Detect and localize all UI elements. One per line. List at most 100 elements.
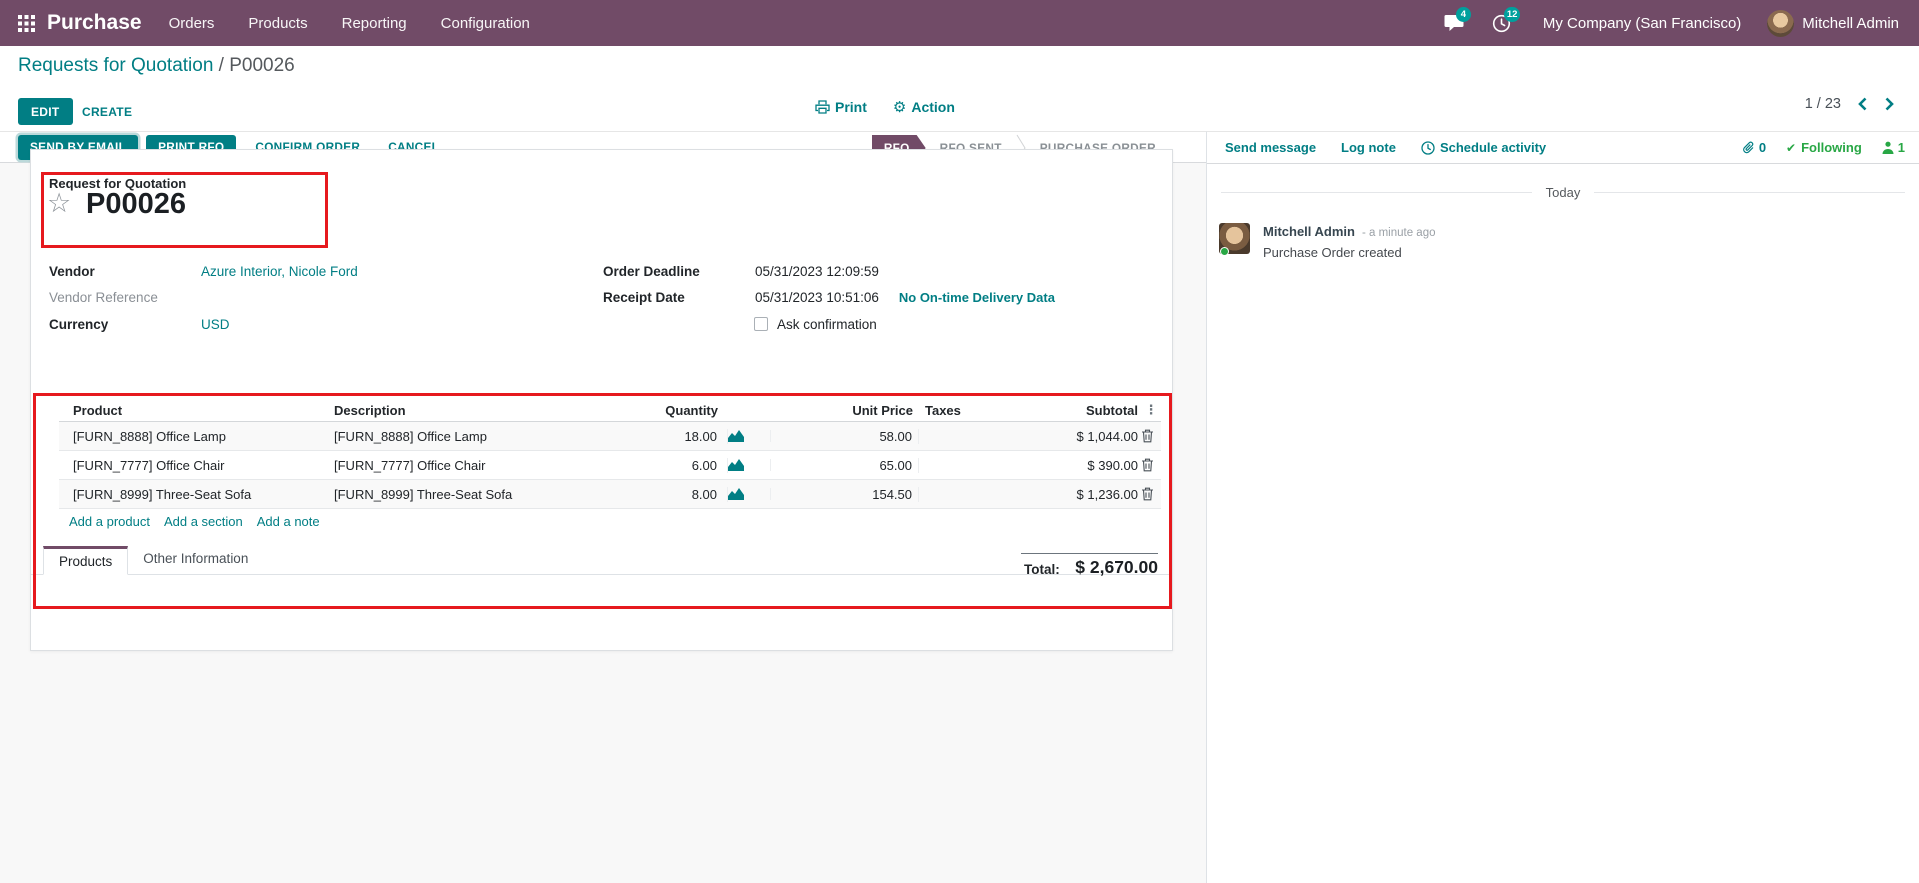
systray: 4 12 My Company (San Francisco) Mitchell…	[1430, 6, 1903, 37]
pager-previous-icon[interactable]	[1857, 97, 1868, 111]
printer-icon	[815, 100, 830, 114]
header-description[interactable]: Description	[334, 402, 406, 418]
pager-next-icon[interactable]	[1884, 97, 1895, 111]
form-sheet: Request for Quotation ☆ P00026 Vendor Az…	[30, 149, 1173, 651]
delete-row-icon[interactable]	[1141, 429, 1161, 443]
nav-menu-orders[interactable]: Orders	[168, 14, 215, 32]
favorite-star-icon[interactable]: ☆	[47, 188, 72, 218]
company-switcher[interactable]: My Company (San Francisco)	[1542, 14, 1742, 32]
chatter-toolbar-right: 0 ✔ Following 1	[1742, 140, 1905, 155]
header-product[interactable]: Product	[73, 402, 123, 418]
field-order-deadline: Order Deadline 05/31/2023 12:09:59	[603, 260, 1163, 282]
messages-badge: 4	[1455, 7, 1471, 22]
breadcrumb-current: / P00026	[218, 55, 295, 76]
cell-product[interactable]: [FURN_8888] Office Lamp	[73, 428, 226, 444]
edit-button[interactable]: EDIT	[18, 98, 73, 125]
notebook-tabs: Products Other Information	[31, 546, 1172, 575]
cell-description[interactable]: [FURN_8999] Three-Seat Sofa	[334, 486, 513, 502]
user-avatar[interactable]	[1767, 9, 1795, 37]
online-presence-dot	[1220, 247, 1229, 256]
header-quantity[interactable]: Quantity	[665, 402, 718, 418]
total-label: Total:	[1024, 562, 1060, 577]
print-menu[interactable]: Print	[815, 99, 867, 115]
paperclip-icon	[1742, 141, 1754, 153]
cell-unit-price[interactable]: 58.00	[771, 428, 919, 444]
chatter-panel: Send message Log note Schedule activity …	[1206, 131, 1919, 883]
optional-columns-icon[interactable]: ⋮	[1144, 402, 1158, 417]
forecast-chart-icon[interactable]	[728, 430, 771, 442]
table-row[interactable]: [FURN_7777] Office Chair [FURN_7777] Off…	[59, 451, 1161, 480]
add-note-link[interactable]: Add a note	[256, 514, 320, 529]
tab-other-information[interactable]: Other Information	[143, 551, 249, 566]
create-button[interactable]: CREATE	[76, 98, 138, 125]
followers-button[interactable]: 1	[1882, 140, 1905, 155]
record-pager: 1 / 23	[1805, 96, 1895, 112]
forecast-chart-icon[interactable]	[728, 459, 771, 471]
forecast-chart-icon[interactable]	[728, 488, 771, 500]
nav-menu-configuration[interactable]: Configuration	[440, 14, 530, 32]
receipt-date-label: Receipt Date	[603, 289, 685, 305]
header-subtotal[interactable]: Subtotal	[1086, 402, 1138, 418]
field-vendor: Vendor Azure Interior, Nicole Ford	[49, 260, 519, 282]
pager-counter: 1 / 23	[1804, 96, 1841, 112]
cell-product[interactable]: [FURN_8999] Three-Seat Sofa	[73, 486, 252, 502]
ask-confirmation-checkbox[interactable]	[754, 317, 768, 331]
delete-row-icon[interactable]	[1141, 458, 1161, 472]
table-header-row: Product Description Quantity Unit Price …	[59, 399, 1161, 422]
cell-unit-price[interactable]: 154.50	[771, 486, 919, 502]
nav-menu-products[interactable]: Products	[248, 14, 308, 32]
message-author[interactable]: Mitchell Admin	[1263, 224, 1355, 239]
cell-quantity[interactable]: 6.00	[611, 457, 728, 473]
on-time-delivery-link[interactable]: No On-time Delivery Data	[898, 289, 1055, 305]
message-header: Mitchell Admin - a minute ago	[1263, 224, 1435, 239]
add-product-link[interactable]: Add a product	[69, 514, 150, 529]
cell-quantity[interactable]: 8.00	[611, 486, 728, 502]
delete-row-icon[interactable]	[1141, 487, 1161, 501]
control-panel: Requests for Quotation / P00026 EDIT CRE…	[0, 46, 1919, 131]
form-pane: SEND BY EMAIL PRINT RFQ CONFIRM ORDER CA…	[0, 131, 1206, 883]
cell-unit-price[interactable]: 65.00	[771, 457, 919, 473]
clock-icon	[1421, 140, 1435, 155]
currency-value-link[interactable]: USD	[201, 316, 230, 332]
breadcrumb-parent-link[interactable]: Requests for Quotation	[18, 55, 214, 76]
gear-icon: ⚙	[892, 98, 907, 116]
message-timestamp: - a minute ago	[1361, 227, 1436, 239]
order-deadline-value: 05/31/2023 12:09:59	[755, 263, 879, 279]
message-body: Purchase Order created	[1263, 245, 1402, 260]
date-divider: Today	[1221, 185, 1906, 200]
apps-grid-icon[interactable]	[18, 14, 35, 32]
chatter-toolbar: Send message Log note Schedule activity …	[1207, 132, 1919, 164]
schedule-activity-button[interactable]: Schedule activity	[1421, 140, 1546, 155]
document-name: P00026	[86, 188, 186, 220]
send-message-button[interactable]: Send message	[1225, 140, 1317, 155]
attachments-button[interactable]: 0	[1742, 140, 1766, 155]
header-taxes[interactable]: Taxes	[925, 402, 961, 418]
total-value: $ 2,670.00	[1075, 557, 1158, 577]
activities-clock-icon[interactable]: 12	[1492, 6, 1521, 33]
table-row[interactable]: [FURN_8888] Office Lamp [FURN_8888] Offi…	[59, 422, 1161, 451]
cell-quantity[interactable]: 18.00	[611, 428, 728, 444]
table-row[interactable]: [FURN_8999] Three-Seat Sofa [FURN_8999] …	[59, 480, 1161, 509]
date-divider-label: Today	[1545, 185, 1581, 200]
nav-menu-reporting[interactable]: Reporting	[341, 14, 407, 32]
breadcrumb: Requests for Quotation / P00026	[18, 55, 295, 77]
cell-description[interactable]: [FURN_7777] Office Chair	[334, 457, 486, 473]
cell-description[interactable]: [FURN_8888] Office Lamp	[334, 428, 487, 444]
app-brand[interactable]: Purchase	[47, 11, 142, 34]
vendor-value-link[interactable]: Azure Interior, Nicole Ford	[201, 263, 358, 279]
cell-subtotal: $ 1,044.00	[1076, 428, 1138, 444]
user-menu[interactable]: Mitchell Admin	[1802, 14, 1899, 32]
field-vendor-reference: Vendor Reference	[49, 286, 519, 308]
total-divider	[1021, 553, 1158, 554]
check-icon: ✔	[1786, 140, 1797, 155]
activities-badge: 12	[1503, 6, 1521, 22]
following-button[interactable]: ✔ Following	[1786, 140, 1862, 155]
action-menu[interactable]: ⚙ Action	[892, 98, 955, 116]
log-note-button[interactable]: Log note	[1341, 140, 1396, 155]
cell-product[interactable]: [FURN_7777] Office Chair	[73, 457, 225, 473]
add-section-link[interactable]: Add a section	[163, 514, 243, 529]
header-unit-price[interactable]: Unit Price	[852, 402, 913, 418]
tab-products[interactable]: Products	[43, 546, 129, 575]
form-actions: Print ⚙ Action	[815, 99, 955, 115]
messages-icon[interactable]: 4	[1444, 7, 1471, 32]
